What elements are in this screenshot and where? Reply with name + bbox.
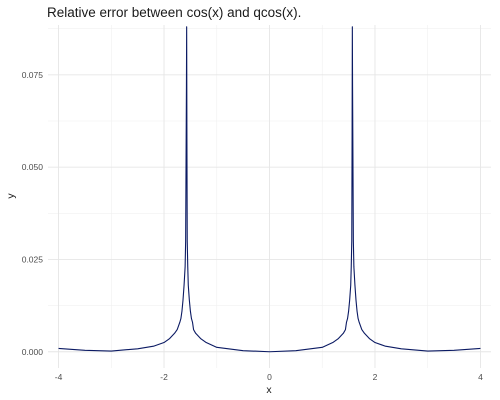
y-tick-label: 0.050 (22, 162, 44, 172)
x-tick-label: -4 (55, 372, 63, 382)
chart-title: Relative error between cos(x) and qcos(x… (47, 5, 301, 20)
y-axis-label: y (5, 193, 17, 199)
y-tick-label: 0.000 (22, 347, 44, 357)
y-axis-ticks: 0.000 0.025 0.050 0.075 (22, 70, 44, 357)
x-tick-label: 0 (267, 372, 272, 382)
x-axis-label: x (266, 384, 272, 396)
series-line (58, 26, 481, 353)
y-tick-label: 0.025 (22, 254, 44, 264)
x-tick-label: 4 (478, 372, 483, 382)
y-tick-label: 0.075 (22, 70, 44, 80)
series-layer (58, 26, 481, 353)
x-axis-ticks: -4 -2 0 2 4 (55, 372, 483, 382)
x-tick-label: -2 (160, 372, 168, 382)
x-tick-label: 2 (373, 372, 378, 382)
